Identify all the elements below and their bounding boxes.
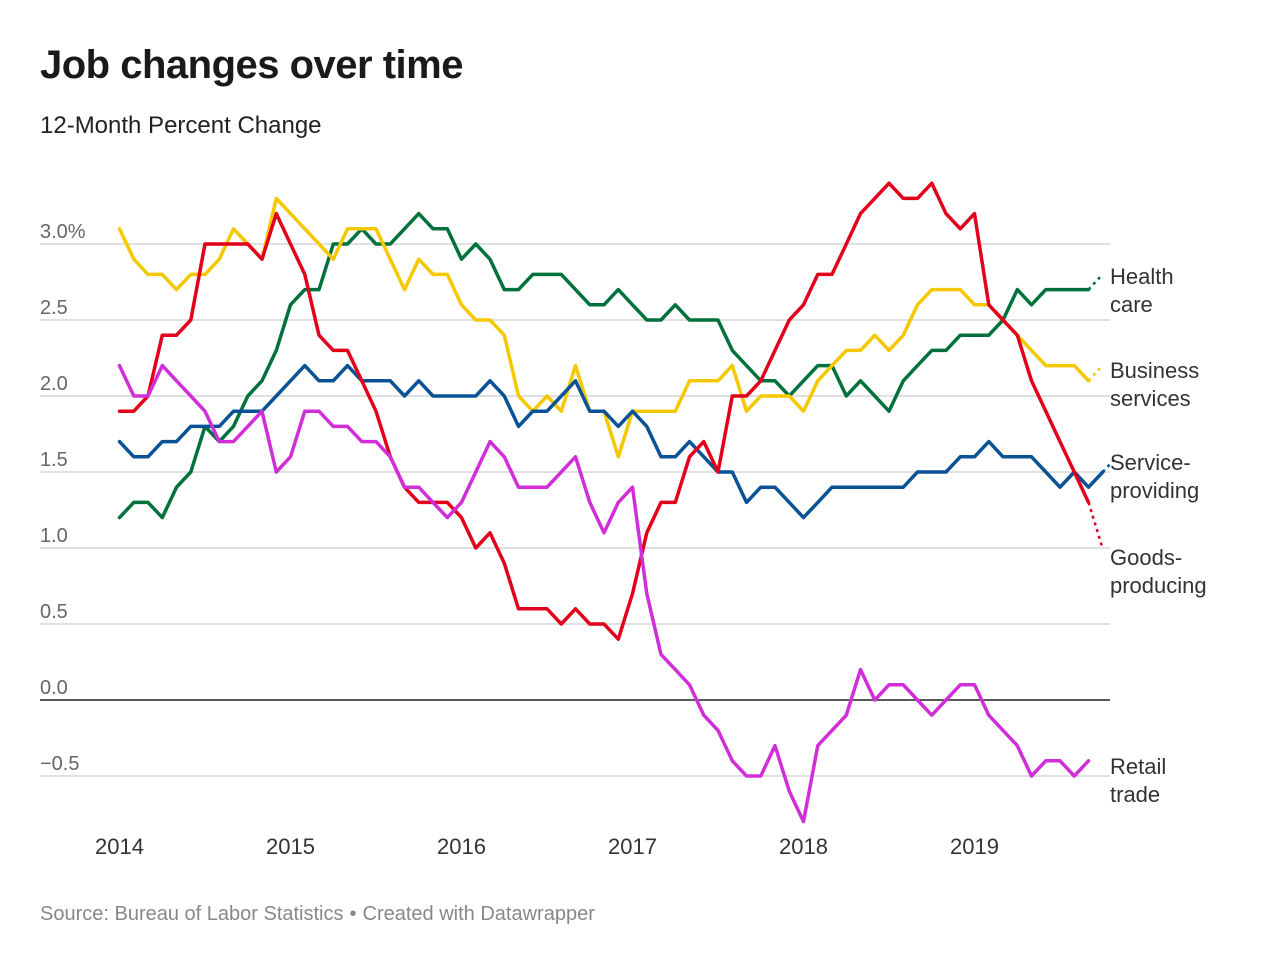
series-lines (117, 181, 1118, 824)
series-label-service-providing: Service- (1110, 450, 1191, 475)
series-line-goods-producing (117, 181, 1091, 641)
x-tick-label: 2019 (950, 834, 999, 859)
y-tick-label: 0.5 (40, 601, 68, 623)
x-tick-label: 2017 (608, 834, 657, 859)
chart-title: Job changes over time (40, 43, 463, 87)
x-tick-label: 2014 (95, 834, 144, 859)
y-tick-label: −0.5 (40, 753, 79, 775)
projection-business-services (1087, 364, 1104, 382)
source-text: Source: Bureau of Labor Statistics (40, 903, 344, 925)
series-label-retail-trade: trade (1110, 782, 1160, 807)
chart-subtitle: 12-Month Percent Change (40, 112, 322, 139)
line-chart: 3.0%2.52.01.51.00.50.0−0.5 2014 2015 2016 2… (40, 181, 1207, 859)
projection-health-care (1087, 273, 1104, 291)
footer: Source: Bureau of Labor Statistics • Creat… (40, 903, 595, 926)
series-label-goods-producing: producing (1110, 573, 1207, 598)
x-tick-label: 2015 (266, 834, 315, 859)
x-tick-label: 2018 (779, 834, 828, 859)
footer-separator: • (349, 903, 357, 925)
y-tick-label: 2.5 (40, 297, 68, 319)
x-tick-label: 2016 (437, 834, 486, 859)
y-tick-label: 0.0 (40, 677, 68, 699)
credit-text: Created with Datawrapper (362, 903, 595, 925)
y-tick-label: 2.0 (40, 373, 68, 395)
series-label-health-care: care (1110, 292, 1153, 317)
y-tick-label: 3.0% (40, 221, 86, 243)
y-tick-label: 1.5 (40, 449, 68, 471)
y-axis-ticks: 3.0% 2.5 2.0 1.5 1.0 0.5 0.0 −0.5 (40, 221, 86, 775)
series-label-retail-trade: Retail (1110, 754, 1166, 779)
y-tick-label: 1.0 (40, 525, 68, 547)
projection-goods-producing (1087, 502, 1104, 549)
series-label-business-services: services (1110, 386, 1191, 411)
series-labels: Health care Business services Service-provid… (1110, 264, 1207, 807)
series-line-service-providing (117, 363, 1105, 520)
series-label-service-providing: providing (1110, 478, 1199, 503)
x-axis-ticks: 2014 2015 2016 2017 2018 2019 (95, 834, 999, 859)
series-line-health-care (117, 211, 1091, 520)
series-line-retail-trade (117, 363, 1091, 824)
series-label-health-care: Health (1110, 264, 1174, 289)
series-label-business-services: Business (1110, 358, 1199, 383)
series-label-goods-producing: Goods- (1110, 545, 1182, 570)
